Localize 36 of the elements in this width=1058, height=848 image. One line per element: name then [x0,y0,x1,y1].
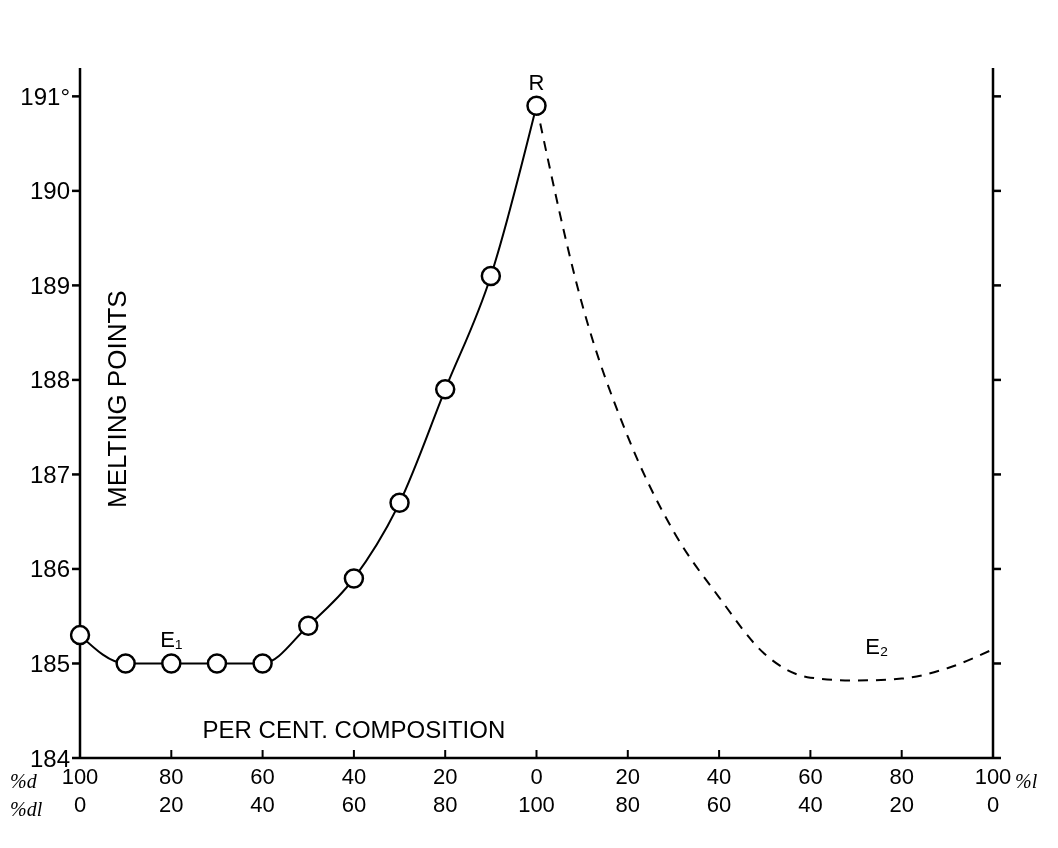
text: %l [1015,770,1038,793]
point [161,653,182,674]
point [480,265,502,287]
point [206,653,228,674]
x-tick-label: 20 80 [432,764,458,817]
x-tick-label: 80 20 [889,764,914,817]
annotation: E₂ [865,633,889,660]
annotation: R [528,69,545,95]
y-tick-label: 190 [29,177,70,205]
x-tick-label: 100 0 [974,764,1012,817]
y-tick-label: 188 [29,366,70,394]
y-tick-label: 187 [29,460,70,488]
annotation: E₁ [160,627,183,653]
point [252,653,273,674]
x-tick-label: 60 40 [798,764,823,817]
point [434,379,456,400]
y-tick-label: 185 [29,650,70,677]
text: %dl [10,798,43,821]
point [389,492,410,514]
x-tick-label: 60 40 [250,764,275,817]
x-tick-label: 20 80 [615,764,641,817]
y-tick-label: 189 [29,271,70,299]
x-tick-label: 40 60 [341,764,367,817]
point [298,615,319,636]
point [115,653,136,674]
y-tick-label: 191° [20,82,70,110]
point [526,95,547,117]
y-tick-label: 186 [29,555,70,583]
text: %d [10,770,37,793]
x-tick-label: 0 100 [518,764,555,817]
x-tick-label: 40 60 [706,764,732,817]
point [343,568,365,589]
x-tick-label: 80 20 [159,764,184,817]
y-axis-title: MELTING POINTS [102,290,133,508]
x-axis-title: PER CENT. COMPOSITION [201,716,507,744]
point [69,624,91,646]
